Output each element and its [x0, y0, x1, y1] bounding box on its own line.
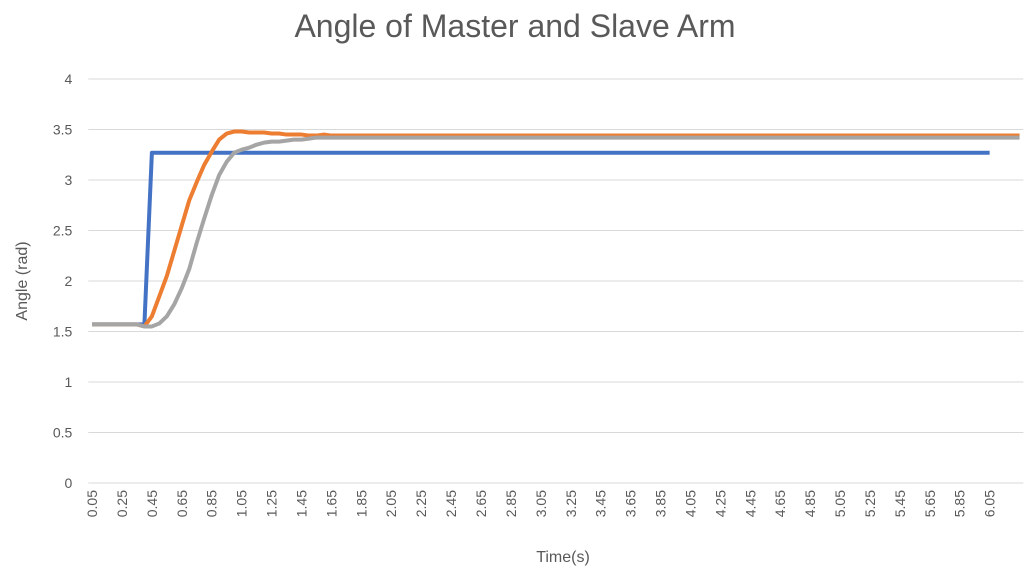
y-axis-label: Angle (rad): [14, 241, 31, 320]
x-tick-label: 2.85: [503, 490, 519, 517]
chart-title: Angle of Master and Slave Arm: [294, 8, 735, 44]
x-tick-label: 1.05: [234, 490, 250, 517]
x-tick-label: 4.45: [742, 490, 758, 517]
x-tick-label: 4.85: [802, 490, 818, 517]
y-tick-label: 1.5: [53, 324, 73, 340]
y-tick-label: 2: [65, 273, 73, 289]
x-tick-label: 0.85: [204, 490, 220, 517]
x-tick-label: 2.05: [383, 490, 399, 517]
x-tick-label: 2.45: [443, 490, 459, 517]
y-tick-label: 3: [65, 172, 73, 188]
y-tick-label: 3.5: [53, 122, 73, 138]
x-tick-label: 5.85: [952, 490, 968, 517]
x-tick-label: 4.65: [772, 490, 788, 517]
x-tick-label: 3.05: [533, 490, 549, 517]
y-tick-label: 0.5: [53, 425, 73, 441]
y-tick-label: 2.5: [53, 223, 73, 239]
x-tick-label: 3.85: [653, 490, 669, 517]
x-tick-label: 1.25: [264, 490, 280, 517]
x-tick-label: 5.65: [922, 490, 938, 517]
x-tick-label: 1.85: [353, 490, 369, 517]
x-tick-label: 4.25: [712, 490, 728, 517]
x-tick-label: 0.65: [174, 490, 190, 517]
x-tick-label: 3.25: [563, 490, 579, 517]
x-tick-label: 4.05: [682, 490, 698, 517]
x-tick-label: 2.65: [473, 490, 489, 517]
x-axis-label: Time(s): [536, 549, 590, 566]
x-tick-label: 2.25: [413, 490, 429, 517]
series-line: [92, 129, 1020, 329]
y-tick-label: 0: [65, 475, 73, 491]
x-tick-label: 0.45: [144, 490, 160, 517]
x-tick-label: 5.45: [892, 490, 908, 517]
series-line: [92, 135, 1020, 329]
y-tick-label: 1: [65, 374, 73, 390]
y-tick-label: 4: [65, 71, 73, 87]
x-tick-label: 5.05: [832, 490, 848, 517]
x-tick-label: 0.25: [114, 490, 130, 517]
series-line: [92, 150, 990, 327]
x-tick-label: 6.05: [982, 490, 998, 517]
x-tick-label: 1.45: [293, 490, 309, 517]
x-tick-label: 0.05: [84, 490, 100, 517]
x-tick-label: 1.65: [323, 490, 339, 517]
x-tick-label: 3.65: [623, 490, 639, 517]
x-tick-label: 5.25: [862, 490, 878, 517]
x-tick-label: 3.45: [593, 490, 609, 517]
